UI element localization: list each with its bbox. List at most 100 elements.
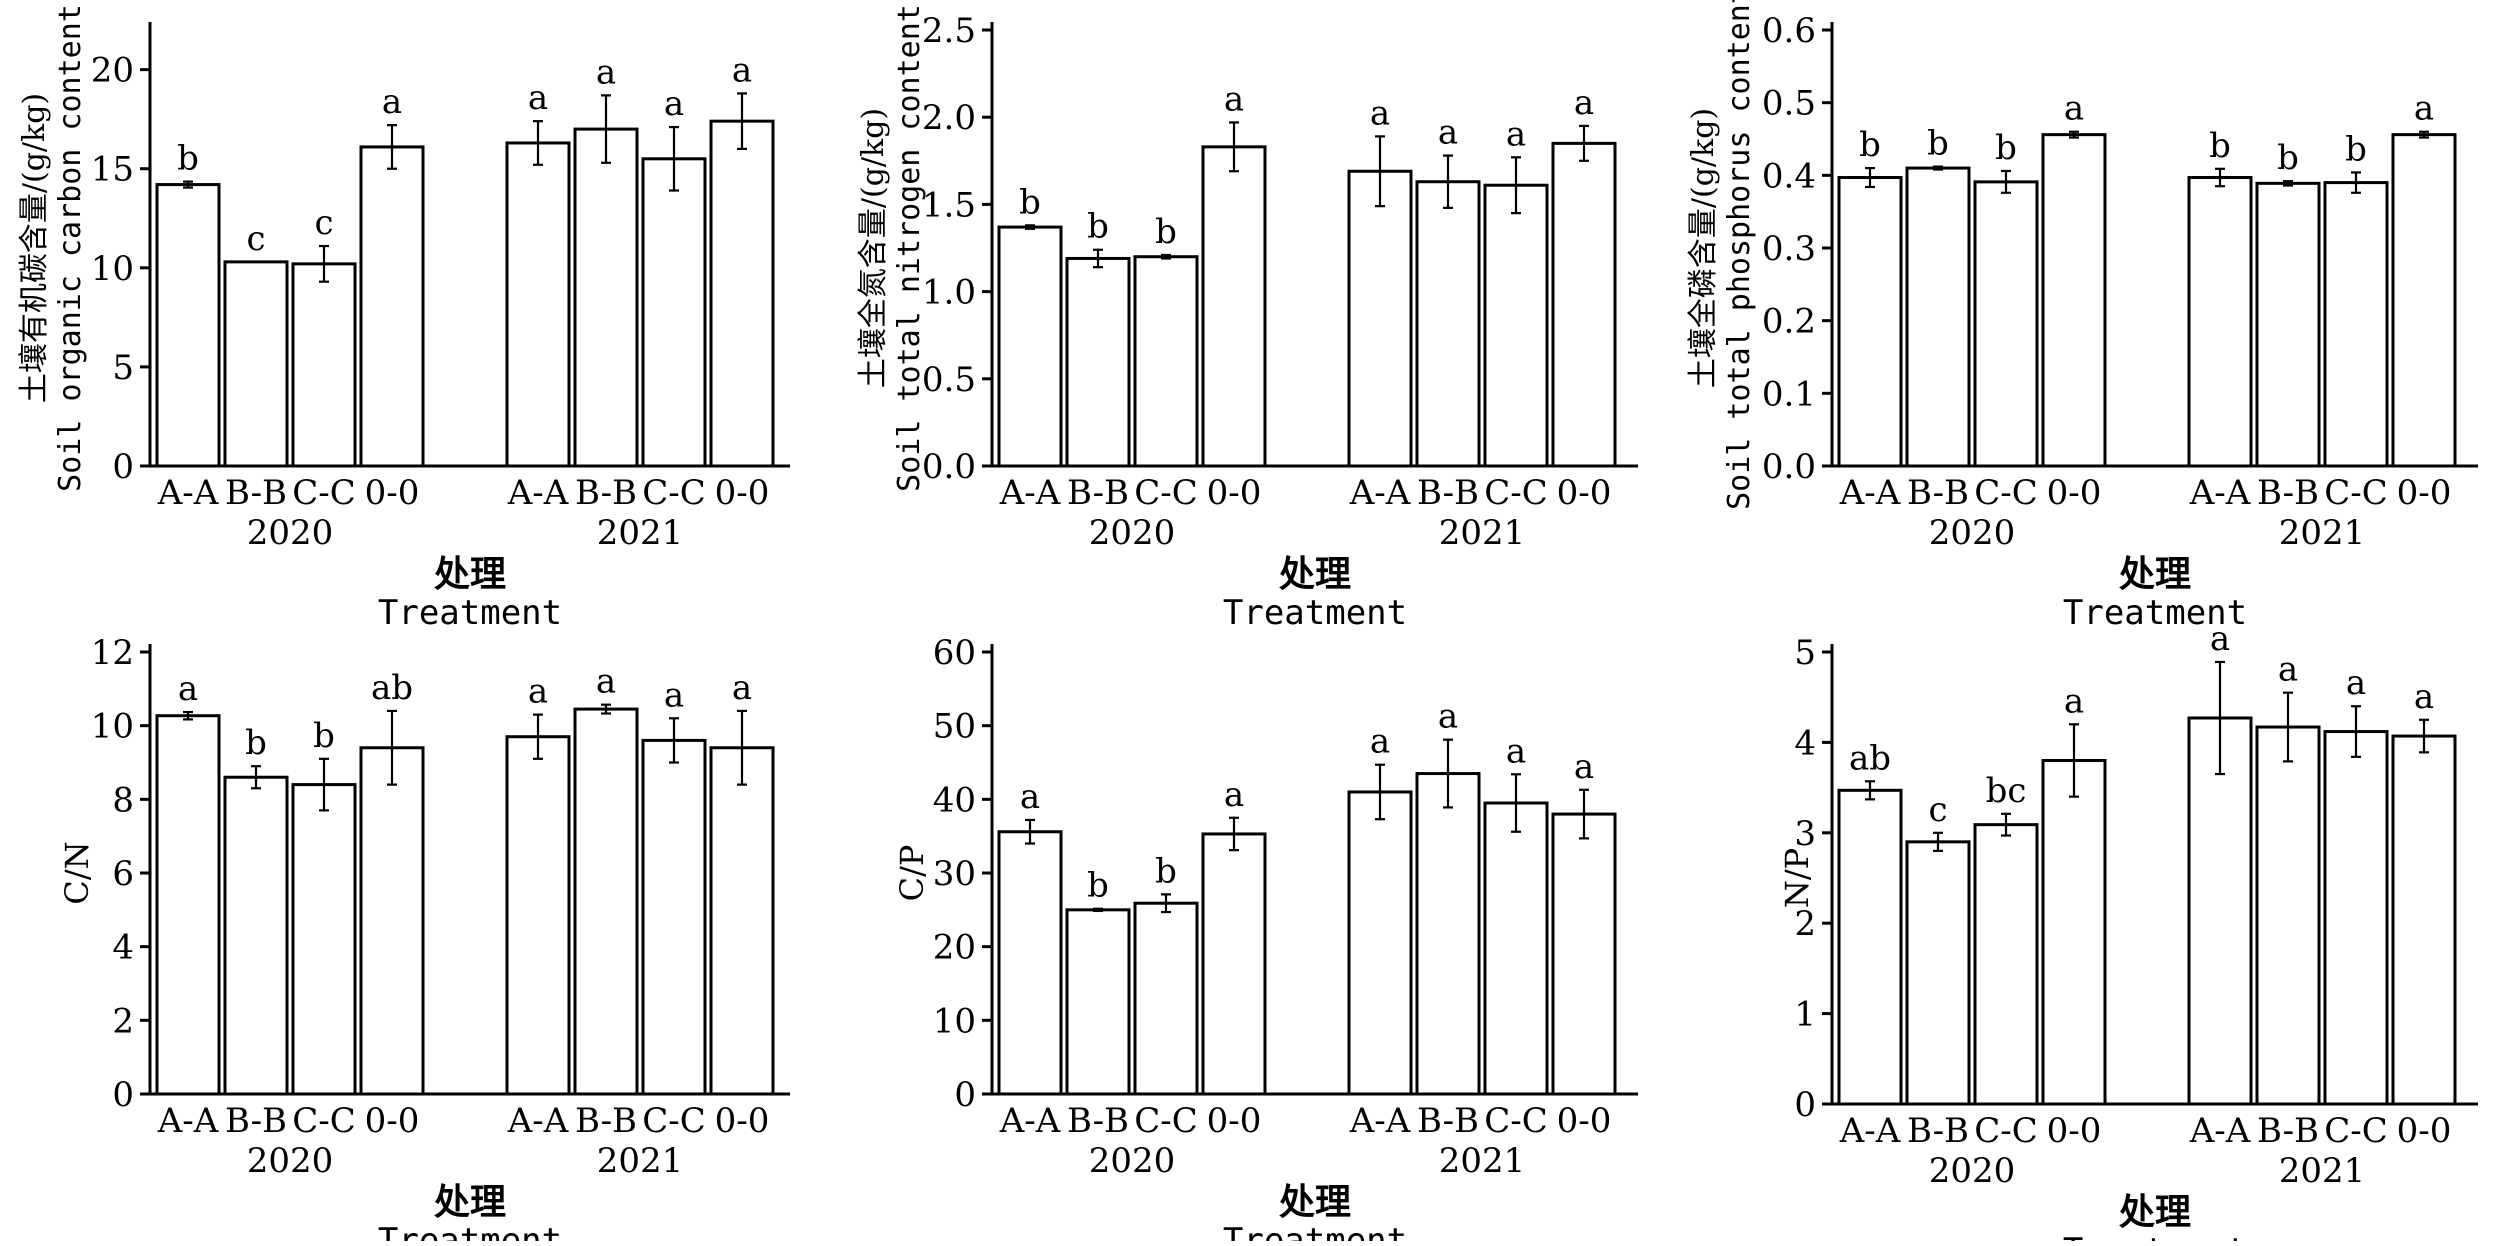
x-tick-label: 0-0 (1557, 473, 1612, 513)
bar (1973, 823, 2039, 1106)
y-tick-label: 6 (112, 854, 134, 894)
x-tick-label: B-B (2257, 473, 2319, 513)
y-tick-label: 1.5 (922, 185, 976, 225)
bar (155, 183, 221, 468)
y-tick-label: 2.0 (922, 98, 976, 138)
x-tick-label: 0-0 (365, 473, 420, 513)
x-tick-label: 0-0 (715, 473, 770, 513)
x-tick-label: C-C (292, 1101, 356, 1141)
x-tick-label: B-B (1067, 473, 1129, 513)
significance-letter: b (2345, 129, 2367, 169)
significance-letter: a (2278, 650, 2298, 690)
x-tick-label: B-B (2257, 1111, 2319, 1151)
x-tick-label: C-C (642, 473, 706, 513)
x-tick-label: A-A (1349, 473, 1411, 513)
significance-letter: bc (1986, 771, 2027, 811)
bar (1133, 255, 1199, 468)
year-label: 2021 (1439, 513, 1526, 553)
chart-panel-1: 0 5 10 15 20 土壤有机碳含量/(g/kg) Soil organic carbo… (17, 4, 790, 633)
x-tick-label: 0-0 (715, 1101, 770, 1141)
y-axis-label-en: Soil total phosphorus content (1722, 0, 1757, 510)
significance-letter: b (1927, 124, 1949, 164)
significance-letter: a (528, 78, 548, 118)
year-label: 2021 (2279, 1151, 2366, 1191)
bar (1483, 183, 1549, 468)
significance-letter: a (1438, 113, 1458, 153)
bar (505, 735, 571, 1096)
significance-letter: a (732, 50, 752, 90)
year-label: 2021 (1439, 1141, 1526, 1181)
significance-letter: b (2209, 126, 2231, 166)
x-axis-label-cn: 处理 (2119, 553, 2191, 595)
y-tick-label: 0.5 (922, 360, 976, 400)
significance-letter: a (664, 84, 684, 124)
year-label: 2020 (1089, 513, 1176, 553)
significance-letter: b (1087, 207, 1109, 247)
y-tick-label: 3 (1794, 814, 1816, 854)
y-tick-label: 20 (933, 928, 976, 968)
significance-letter: a (2414, 89, 2434, 129)
year-label: 2020 (247, 513, 334, 553)
y-tick-label: 0 (954, 1075, 976, 1115)
bar (641, 157, 707, 468)
significance-letter: c (246, 219, 265, 259)
bar (1973, 180, 2039, 468)
y-tick-label: 2.5 (922, 11, 976, 51)
x-tick-label: A-A (1839, 1111, 1901, 1151)
x-tick-label: A-A (2189, 1111, 2251, 1151)
year-label: 2020 (1929, 1151, 2016, 1191)
y-axis-label-cn: 土壤有机碳含量/(g/kg) (17, 93, 52, 403)
significance-letter: a (178, 669, 198, 709)
y-axis-label: N/P (1778, 848, 1816, 908)
y-tick-label: 40 (933, 780, 976, 820)
y-tick-label: 0.0 (1762, 447, 1816, 487)
bar (2041, 758, 2107, 1106)
significance-letter: c (1928, 790, 1947, 830)
bar (155, 714, 221, 1096)
x-tick-label: B-B (1417, 1101, 1479, 1141)
bar (2041, 133, 2107, 468)
bar (359, 145, 425, 468)
x-tick-label: A-A (999, 1101, 1061, 1141)
y-tick-label: 5 (1794, 633, 1816, 673)
bar (1837, 176, 1903, 468)
bar (997, 225, 1063, 468)
y-tick-label: 4 (1794, 723, 1816, 763)
y-tick-label: 1 (1794, 995, 1816, 1035)
significance-letter: a (664, 675, 684, 715)
x-axis-label-cn: 处理 (2119, 1191, 2191, 1233)
chart-panel-6: 0 1 2 3 4 5 N/P ab A-A c B-B bc C-C a 0-0 2020 a A-A a B-B a… (1778, 619, 2478, 1246)
bar (291, 262, 357, 468)
significance-letter: b (1859, 125, 1881, 165)
y-tick-label: 30 (933, 854, 976, 894)
y-tick-label: 50 (933, 707, 976, 747)
x-tick-label: A-A (507, 473, 569, 513)
significance-letter: a (2210, 619, 2230, 659)
significance-letter: b (2277, 138, 2299, 178)
x-tick-label: 0-0 (2047, 473, 2102, 513)
significance-letter: b (1155, 851, 1177, 891)
x-tick-label: C-C (292, 473, 356, 513)
significance-letter: a (2064, 681, 2084, 721)
y-tick-label: 0.2 (1762, 302, 1816, 342)
bar (573, 707, 639, 1096)
significance-letter: a (732, 668, 752, 708)
bar (1551, 141, 1617, 468)
x-tick-label: 0-0 (2397, 473, 2452, 513)
bar (2391, 734, 2457, 1106)
bar (1065, 908, 1131, 1096)
x-axis-label-en: Treatment (2063, 1231, 2247, 1241)
y-axis-label: C/N (58, 841, 96, 904)
x-tick-label: A-A (999, 473, 1061, 513)
significance-letter: a (528, 672, 548, 712)
significance-letter: b (1155, 212, 1177, 252)
x-tick-label: A-A (1349, 1101, 1411, 1141)
significance-letter: a (1438, 697, 1458, 737)
x-tick-label: C-C (2324, 1111, 2388, 1151)
x-axis-label-en: Treatment (1223, 1221, 1407, 1241)
y-axis-label-cn: 土壤全氮含量/(g/kg) (856, 108, 891, 388)
y-tick-label: 0.1 (1762, 374, 1816, 414)
y-tick-label: 0 (1794, 1085, 1816, 1125)
x-tick-label: B-B (575, 1101, 637, 1141)
